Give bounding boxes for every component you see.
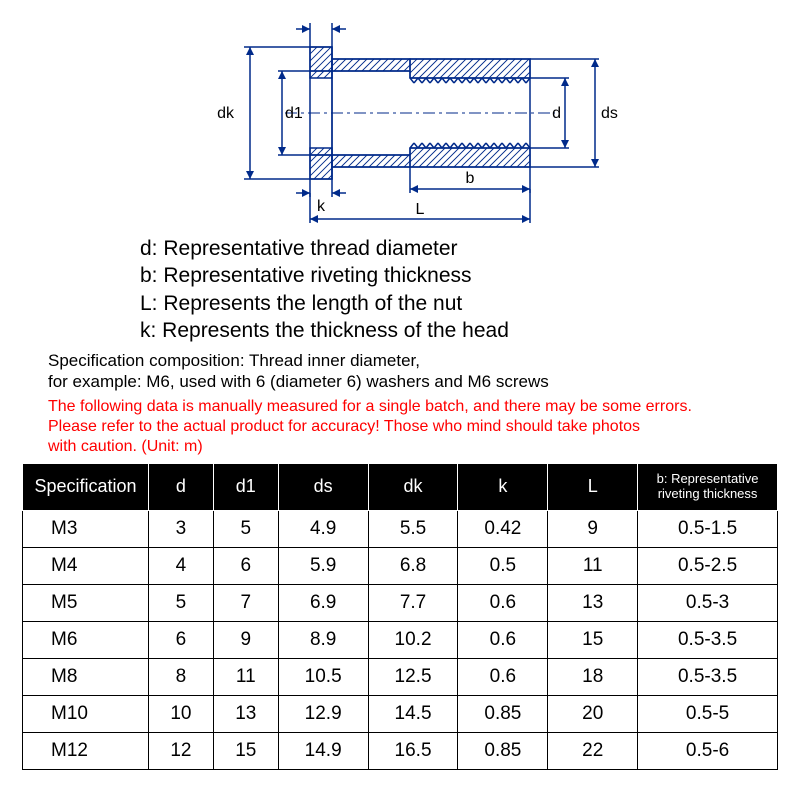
table-cell: 0.5-3.5: [638, 658, 778, 695]
table-cell: 3: [148, 510, 213, 547]
svg-text:ds: ds: [601, 105, 618, 122]
table-cell: M8: [23, 658, 149, 695]
table-cell: 10.2: [368, 621, 458, 658]
table-cell: 0.5-5: [638, 695, 778, 732]
col-header: L: [548, 463, 638, 510]
col-header: d: [148, 463, 213, 510]
table-cell: 5: [148, 584, 213, 621]
table-cell: 6.8: [368, 547, 458, 584]
col-header: ds: [278, 463, 368, 510]
table-cell: M6: [23, 621, 149, 658]
table-cell: 7: [213, 584, 278, 621]
table-row: M881110.512.50.6180.5-3.5: [23, 658, 778, 695]
table-cell: 10: [148, 695, 213, 732]
table-row: M4465.96.80.5110.5-2.5: [23, 547, 778, 584]
table-cell: 0.5-3.5: [638, 621, 778, 658]
svg-text:d: d: [552, 105, 561, 122]
table-cell: 0.5: [458, 547, 548, 584]
col-header: k: [458, 463, 548, 510]
svg-text:k: k: [317, 198, 326, 215]
col-header: Specification: [23, 463, 149, 510]
spec-table: Specificationdd1dsdkkLb: Representative …: [22, 463, 778, 770]
table-cell: 7.7: [368, 584, 458, 621]
svg-text:L: L: [416, 201, 425, 218]
svg-text:b: b: [466, 170, 475, 187]
table-row: M5576.97.70.6130.5-3: [23, 584, 778, 621]
table-cell: 4.9: [278, 510, 368, 547]
table-cell: 0.5-3: [638, 584, 778, 621]
col-header: dk: [368, 463, 458, 510]
table-cell: M10: [23, 695, 149, 732]
table-cell: 16.5: [368, 732, 458, 769]
svg-text:dk: dk: [217, 105, 235, 122]
table-cell: 11: [213, 658, 278, 695]
table-row: M6698.910.20.6150.5-3.5: [23, 621, 778, 658]
table-cell: 8.9: [278, 621, 368, 658]
legend-b: b: Representative riveting thickness: [140, 262, 680, 289]
table-cell: M12: [23, 732, 149, 769]
table-cell: 12.5: [368, 658, 458, 695]
legend: d: Representative thread diameter b: Rep…: [0, 235, 800, 344]
table-row: M3354.95.50.4290.5-1.5: [23, 510, 778, 547]
table-cell: M5: [23, 584, 149, 621]
measurement-warning: The following data is manually measured …: [0, 393, 800, 463]
table-cell: 0.85: [458, 732, 548, 769]
table-cell: 0.6: [458, 621, 548, 658]
table-row: M12121514.916.50.85220.5-6: [23, 732, 778, 769]
table-cell: 14.9: [278, 732, 368, 769]
technical-diagram: dk d1 d ds b k L: [0, 0, 800, 235]
table-cell: 4: [148, 547, 213, 584]
table-cell: M4: [23, 547, 149, 584]
col-header: b: Representative riveting thickness: [638, 463, 778, 510]
table-cell: 15: [548, 621, 638, 658]
table-cell: 20: [548, 695, 638, 732]
table-cell: 13: [213, 695, 278, 732]
table-cell: 10.5: [278, 658, 368, 695]
table-cell: 12: [148, 732, 213, 769]
table-cell: 11: [548, 547, 638, 584]
table-cell: M3: [23, 510, 149, 547]
legend-k: k: Represents the thickness of the head: [140, 317, 680, 344]
svg-text:d1: d1: [285, 105, 303, 122]
table-cell: 5.5: [368, 510, 458, 547]
col-header: d1: [213, 463, 278, 510]
table-cell: 6: [213, 547, 278, 584]
table-cell: 5: [213, 510, 278, 547]
table-cell: 0.42: [458, 510, 548, 547]
table-cell: 0.5-1.5: [638, 510, 778, 547]
table-cell: 0.5-2.5: [638, 547, 778, 584]
table-cell: 0.6: [458, 584, 548, 621]
rivet-nut-cross-section: dk d1 d ds b k L: [180, 5, 620, 230]
table-cell: 9: [213, 621, 278, 658]
table-cell: 6.9: [278, 584, 368, 621]
table-cell: 0.6: [458, 658, 548, 695]
legend-d: d: Representative thread diameter: [140, 235, 680, 262]
table-cell: 13: [548, 584, 638, 621]
table-cell: 5.9: [278, 547, 368, 584]
table-cell: 15: [213, 732, 278, 769]
table-cell: 0.5-6: [638, 732, 778, 769]
table-cell: 18: [548, 658, 638, 695]
table-cell: 8: [148, 658, 213, 695]
table-row: M10101312.914.50.85200.5-5: [23, 695, 778, 732]
table-cell: 22: [548, 732, 638, 769]
table-cell: 0.85: [458, 695, 548, 732]
legend-L: L: Represents the length of the nut: [140, 290, 680, 317]
spec-composition-note: Specification composition: Thread inner …: [0, 344, 800, 393]
table-cell: 12.9: [278, 695, 368, 732]
table-cell: 9: [548, 510, 638, 547]
table-cell: 6: [148, 621, 213, 658]
table-cell: 14.5: [368, 695, 458, 732]
